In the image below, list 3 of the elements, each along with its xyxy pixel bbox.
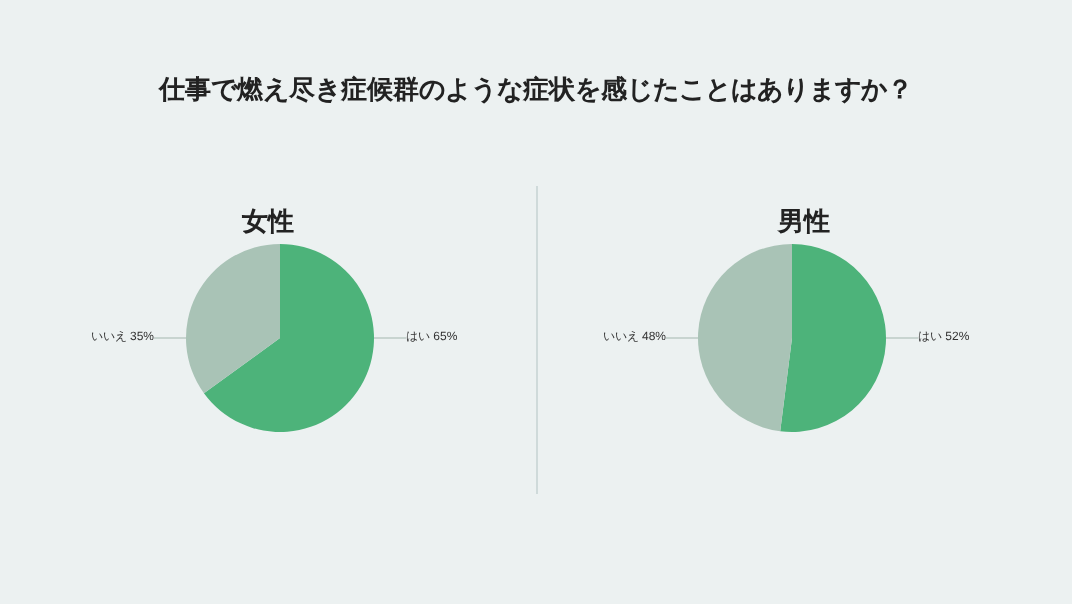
text: 仕事で燃え尽き症候群のような症状を感じたことはありますか？ (156, 73, 915, 108)
chart-title: 男性 (776, 206, 830, 236)
chart-title: 女性 (240, 206, 294, 236)
